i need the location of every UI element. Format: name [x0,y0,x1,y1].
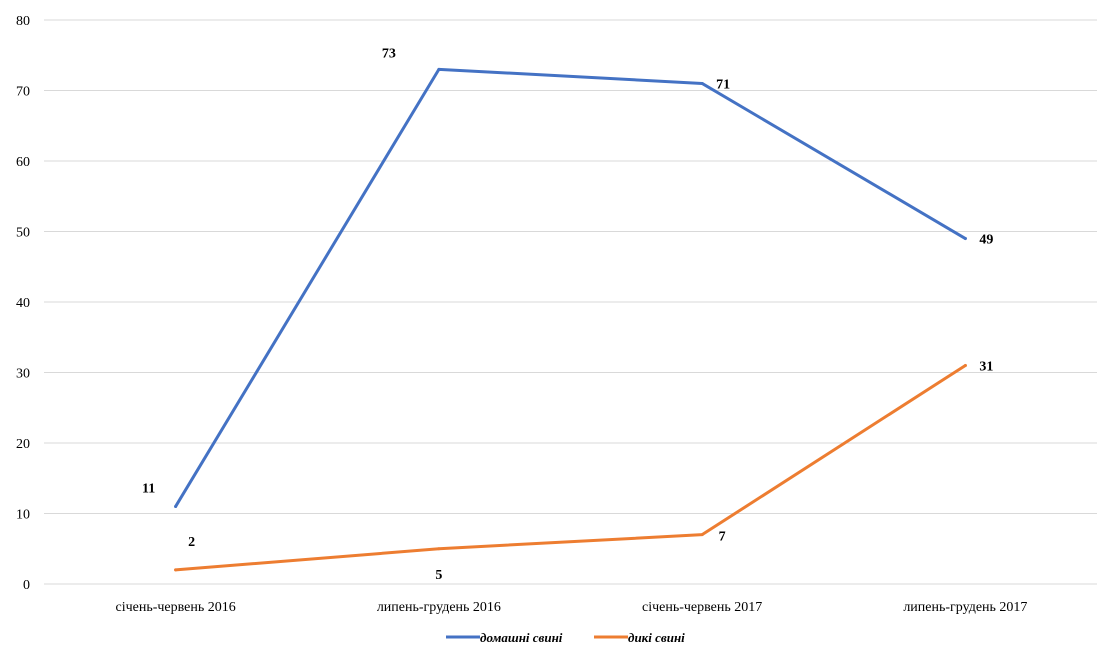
x-tick-label: липень-грудень 2017 [903,600,1027,615]
y-tick-label: 10 [16,508,30,523]
y-axis: 0 10 20 30 40 50 60 70 80 [16,14,30,593]
data-point [174,568,178,572]
x-tick-label: липень-грудень 2016 [377,600,501,615]
series-line-1 [174,67,967,508]
x-axis: січень-червень 2016 липень-грудень 2016 сі… [115,600,1027,615]
data-label: 2 [188,535,195,550]
y-tick-label: 80 [16,14,30,29]
x-tick-label: січень-червень 2016 [115,600,235,615]
data-point [700,533,704,537]
data-label: 71 [716,77,730,92]
data-labels: 11 73 71 49 2 5 7 31 [142,46,993,582]
y-tick-label: 60 [16,155,30,170]
data-point [700,81,704,85]
data-label: 5 [435,568,442,583]
series-line-2 [174,363,967,572]
y-tick-label: 30 [16,367,30,382]
data-point [437,67,441,71]
gridlines [44,19,1097,585]
y-tick-label: 0 [23,578,30,593]
data-label: 49 [979,233,993,248]
legend-item-2: дикі свині [594,630,685,645]
legend: домашні свині дикі свині [446,630,685,645]
x-tick-label: січень-червень 2017 [642,600,762,615]
data-label: 7 [719,530,726,545]
data-point [174,504,178,508]
legend-item-1: домашні свині [446,630,563,645]
legend-label: дикі свині [628,630,685,645]
legend-label: домашні свині [480,630,563,645]
data-label: 11 [142,481,155,496]
data-point [963,363,967,367]
data-point [437,547,441,551]
y-tick-label: 40 [16,296,30,311]
data-label: 31 [979,359,993,374]
data-point [963,237,967,241]
y-tick-label: 20 [16,437,30,452]
data-label: 73 [382,46,396,61]
y-tick-label: 70 [16,85,30,100]
series-lines [174,67,967,572]
y-tick-label: 50 [16,226,30,241]
